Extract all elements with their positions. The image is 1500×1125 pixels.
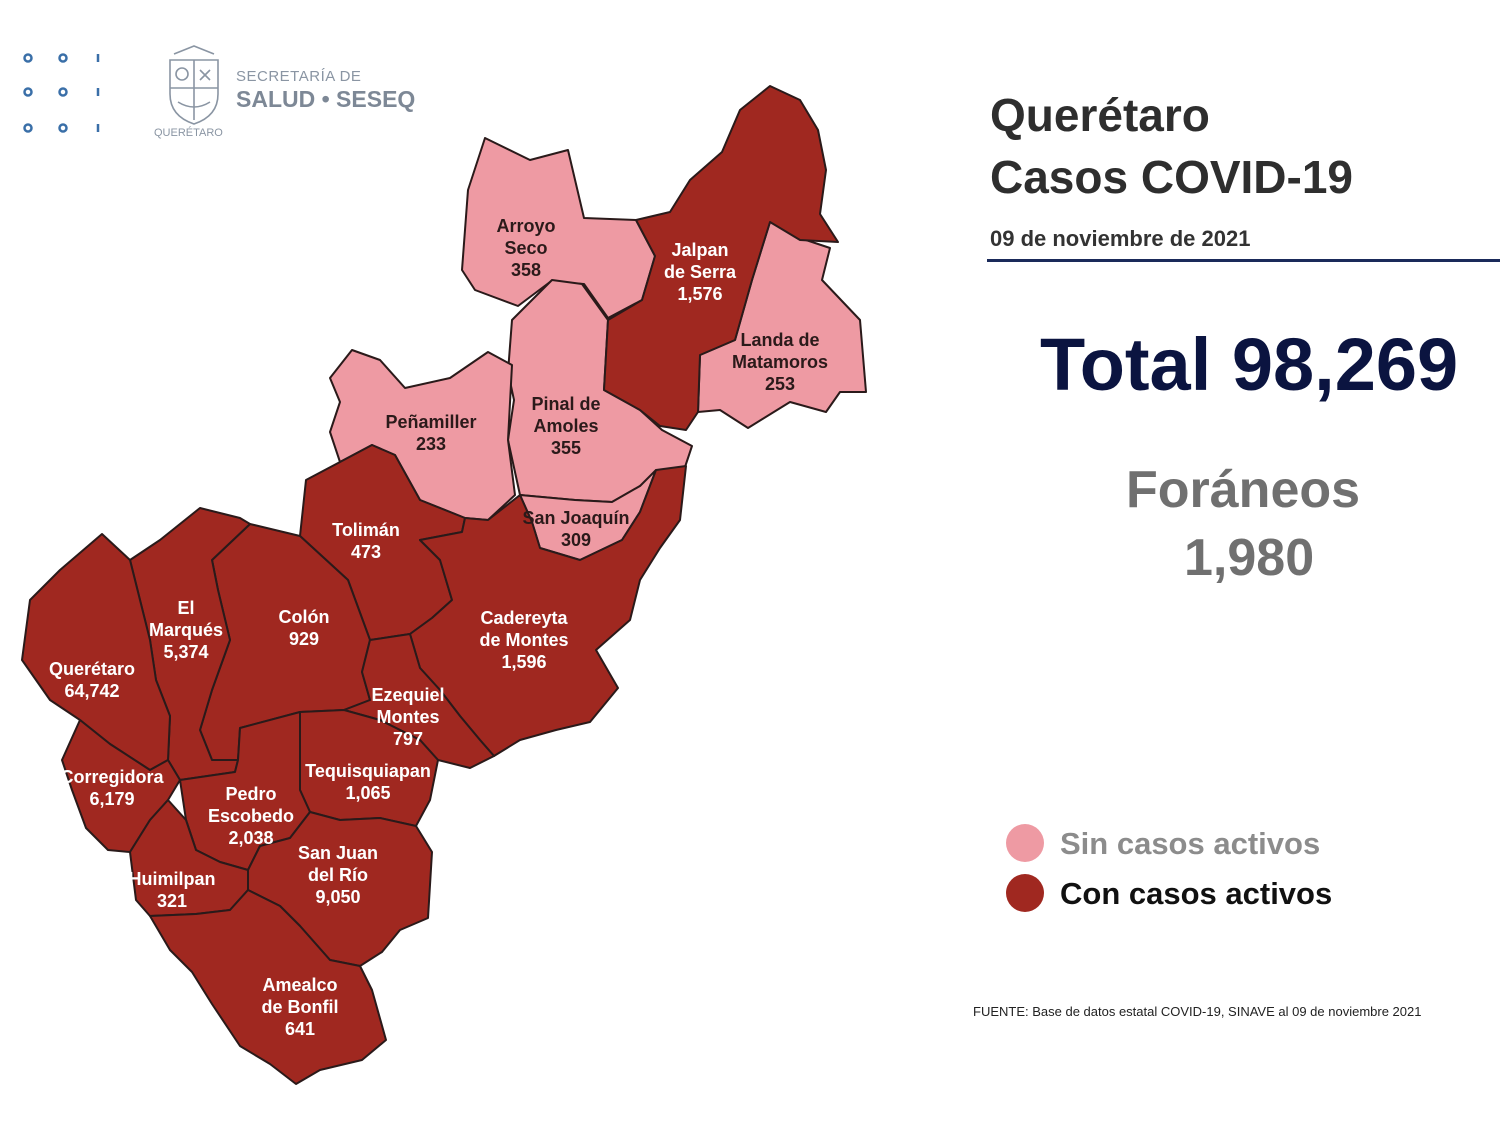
label-landa-line: Landa de	[740, 330, 819, 350]
label-penamiller-line: 233	[416, 434, 446, 454]
label-huimilpan-line: Huimilpan	[128, 869, 215, 889]
label-huimilpan: Huimilpan 321	[128, 869, 215, 911]
label-amealco-line: de Bonfil	[262, 997, 339, 1017]
label-jalpan: Jalpan de Serra 1,576	[664, 240, 737, 304]
label-toliman-line: 473	[351, 542, 381, 562]
label-landa-line: 253	[765, 374, 795, 394]
label-cadereyta-line: 1,596	[501, 652, 546, 672]
queretaro-map: Arroyo Seco 358 Jalpan de Serra 1,576 Landa de…	[21, 85, 867, 1085]
title-line-1: Querétaro	[990, 89, 1210, 141]
label-tequisquiapan: Tequisquiapan 1,065	[305, 761, 431, 803]
label-amealco-line: 641	[285, 1019, 315, 1039]
label-tequisquiapan-line: Tequisquiapan	[305, 761, 431, 781]
legend-inactive-label: Sin casos activos	[1060, 826, 1321, 861]
label-san-juan-line: 9,050	[315, 887, 360, 907]
label-corregidora-line: Corregidora	[60, 767, 164, 787]
foraneos-value: 1,980	[1184, 529, 1315, 587]
label-ezequiel-line: 797	[393, 729, 423, 749]
label-arroyo-seco: Arroyo Seco 358	[496, 216, 555, 280]
region-amealco[interactable]	[149, 889, 387, 1085]
label-ezequiel-line: Montes	[377, 707, 440, 727]
legend-active-swatch	[1006, 874, 1044, 912]
label-san-joaquin-line: 309	[561, 530, 591, 550]
label-jalpan-line: 1,576	[677, 284, 722, 304]
state-seal-icon	[169, 45, 219, 125]
label-pedro-escobedo: Pedro Escobedo 2,038	[208, 784, 294, 848]
label-pinal-line: 355	[551, 438, 581, 458]
foraneos-label: Foráneos	[1126, 461, 1361, 519]
label-queretaro-line: 64,742	[64, 681, 119, 701]
label-arroyo-seco-line: Arroyo	[496, 216, 555, 236]
label-cadereyta-line: Cadereyta	[480, 608, 568, 628]
label-cadereyta-line: de Montes	[479, 630, 568, 650]
label-arroyo-seco-line: 358	[511, 260, 541, 280]
label-el-marques-line: 5,374	[163, 642, 208, 662]
label-amealco: Amealco de Bonfil 641	[262, 975, 339, 1039]
label-amealco-line: Amealco	[262, 975, 337, 995]
label-san-juan: San Juan del Río 9,050	[298, 843, 378, 907]
label-cadereyta: Cadereyta de Montes 1,596	[479, 608, 568, 672]
label-penamiller: Peñamiller 233	[385, 412, 476, 454]
region-arroyo-seco[interactable]	[461, 137, 656, 319]
label-tequisquiapan-line: 1,065	[345, 783, 390, 803]
label-toliman: Tolimán 473	[332, 520, 400, 562]
logo-state-name: QUERÉTARO	[154, 127, 223, 139]
total-cases: Total 98,269	[1040, 323, 1459, 406]
label-el-marques-line: Marqués	[149, 620, 223, 640]
region-cadereyta[interactable]	[409, 465, 687, 757]
legend-active-label: Con casos activos	[1060, 876, 1333, 911]
label-landa-line: Matamoros	[732, 352, 828, 372]
label-pinal-line: Pinal de	[531, 394, 600, 414]
report-date: 09 de noviembre de 2021	[990, 226, 1251, 251]
label-colon: Colón 929	[279, 607, 330, 649]
label-jalpan-line: de Serra	[664, 262, 737, 282]
legend-inactive-swatch	[1006, 824, 1044, 862]
label-san-juan-line: San Juan	[298, 843, 378, 863]
title-underline	[987, 259, 1500, 262]
label-colon-line: 929	[289, 629, 319, 649]
label-el-marques: El Marqués 5,374	[149, 598, 223, 662]
label-pedro-escobedo-line: Pedro	[225, 784, 276, 804]
label-jalpan-line: Jalpan	[671, 240, 728, 260]
label-corregidora: Corregidora 6,179	[60, 767, 164, 809]
label-toliman-line: Tolimán	[332, 520, 400, 540]
label-ezequiel-line: Ezequiel	[371, 685, 444, 705]
label-pedro-escobedo-line: Escobedo	[208, 806, 294, 826]
label-pinal-line: Amoles	[533, 416, 598, 436]
label-el-marques-line: El	[177, 598, 194, 618]
label-queretaro-line: Querétaro	[49, 659, 135, 679]
decorative-dots-icon	[23, 53, 100, 133]
label-penamiller-line: Peñamiller	[385, 412, 476, 432]
label-san-joaquin-line: San Joaquín	[522, 508, 629, 528]
label-queretaro: Querétaro 64,742	[49, 659, 135, 701]
label-san-juan-line: del Río	[308, 865, 368, 885]
logo-line-2: SALUD • SESEQ	[236, 86, 416, 112]
label-colon-line: Colón	[279, 607, 330, 627]
label-landa: Landa de Matamoros 253	[732, 330, 828, 394]
logo-line-1: SECRETARÍA DE	[236, 68, 362, 85]
region-jalpan[interactable]	[603, 85, 839, 431]
label-pinal: Pinal de Amoles 355	[531, 394, 600, 458]
label-corregidora-line: 6,179	[89, 789, 134, 809]
title-line-2: Casos COVID-19	[990, 151, 1354, 203]
label-huimilpan-line: 321	[157, 891, 187, 911]
label-san-joaquin: San Joaquín 309	[522, 508, 629, 550]
label-pedro-escobedo-line: 2,038	[228, 828, 273, 848]
source-note: FUENTE: Base de datos estatal COVID-19, …	[973, 1004, 1422, 1019]
label-ezequiel: Ezequiel Montes 797	[371, 685, 444, 749]
label-arroyo-seco-line: Seco	[504, 238, 547, 258]
